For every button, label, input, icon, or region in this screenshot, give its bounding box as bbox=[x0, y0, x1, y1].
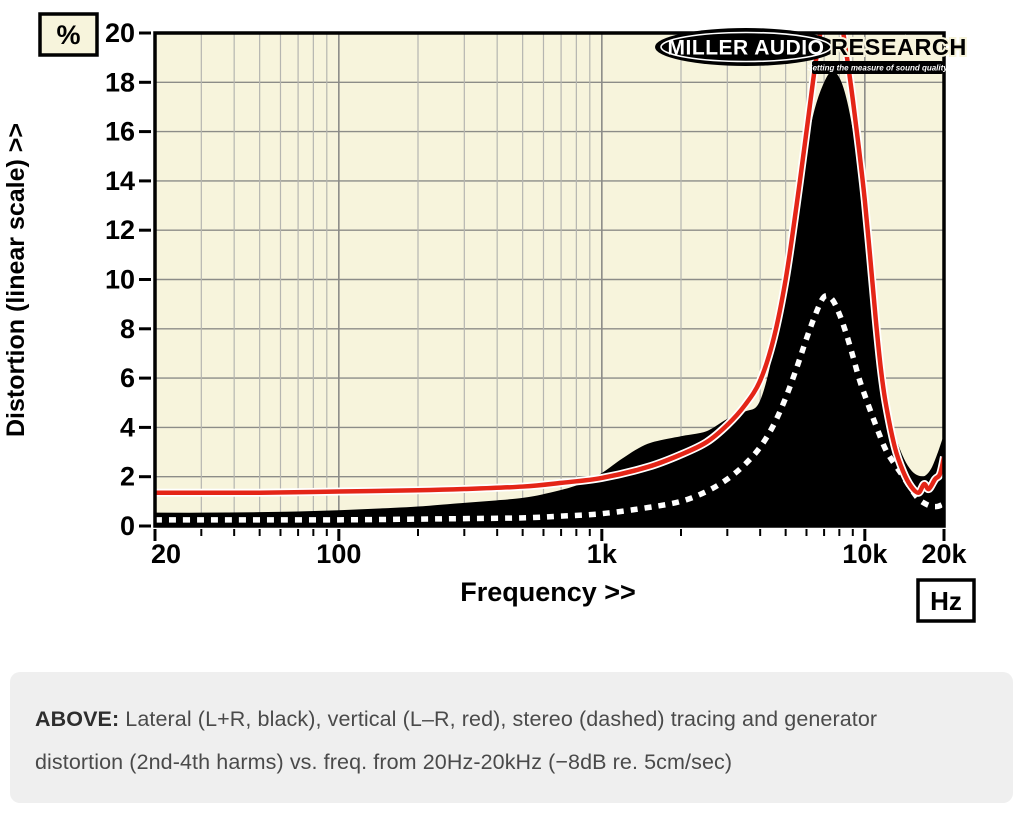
y-tick-label: 6 bbox=[120, 363, 135, 393]
logo-tagline-bar bbox=[812, 61, 943, 74]
distortion-chart: 0 2 4 6 8 10 12 14 16 18 20 20 100 1k 10k 20k % Distort… bbox=[2, 12, 976, 623]
y-tick-label: 10 bbox=[105, 265, 135, 295]
y-tick-label: 18 bbox=[105, 67, 135, 97]
y-unit-box: % bbox=[38, 12, 99, 57]
caption-body: Lateral (L+R, black), vertical (L–R, red… bbox=[35, 707, 878, 774]
x-tick-label: 100 bbox=[316, 539, 361, 569]
logo-tagline-text: Setting the measure of sound quality bbox=[807, 64, 948, 73]
plot-border bbox=[153, 31, 946, 528]
distortion-chart-svg: 0 2 4 6 8 10 12 14 16 18 20 20 100 1k 10k 20k % Distort… bbox=[2, 12, 976, 623]
x-tick-label: 20 bbox=[151, 539, 181, 569]
y-tick-label: 0 bbox=[120, 511, 135, 541]
x-tick-label: 20k bbox=[921, 539, 967, 569]
y-tick-label: 2 bbox=[120, 462, 135, 492]
logo-primary-text: MILLER AUDIO bbox=[668, 37, 825, 60]
axis-tick-labels: 0 2 4 6 8 10 12 14 16 18 20 20 100 1k 10k 20k bbox=[105, 18, 968, 569]
logo-ellipse bbox=[655, 28, 837, 66]
logo: MILLER AUDIO RESEARCH Setting the measur… bbox=[655, 28, 968, 74]
y-tick-label: 4 bbox=[120, 412, 135, 442]
y-tick-label: 12 bbox=[105, 215, 135, 245]
y-tick-label: 14 bbox=[105, 166, 135, 196]
x-unit-box: Hz bbox=[916, 578, 976, 623]
y-tick-label: 16 bbox=[105, 117, 135, 147]
y-tick-label: 8 bbox=[120, 314, 135, 344]
x-tick-label: 10k bbox=[842, 539, 888, 569]
series-stereo-dashed bbox=[155, 292, 944, 523]
y-axis-label: Distortion (linear scale) >> bbox=[2, 123, 30, 437]
caption-box: ABOVE: Lateral (L+R, black), vertical (L… bbox=[10, 672, 1013, 803]
x-tick-label: 1k bbox=[587, 539, 618, 569]
logo-secondary-text: RESEARCH bbox=[831, 34, 967, 60]
x-axis-label: Frequency >> bbox=[460, 577, 636, 607]
y-tick-label: 20 bbox=[105, 18, 135, 48]
caption-prefix: ABOVE: bbox=[35, 707, 120, 731]
caption-text: ABOVE: Lateral (L+R, black), vertical (L… bbox=[35, 698, 967, 784]
x-unit-label: Hz bbox=[930, 586, 962, 616]
axis-ticks bbox=[139, 31, 946, 541]
y-unit-label: % bbox=[56, 20, 80, 50]
logo-ellipse-ring bbox=[660, 31, 832, 63]
